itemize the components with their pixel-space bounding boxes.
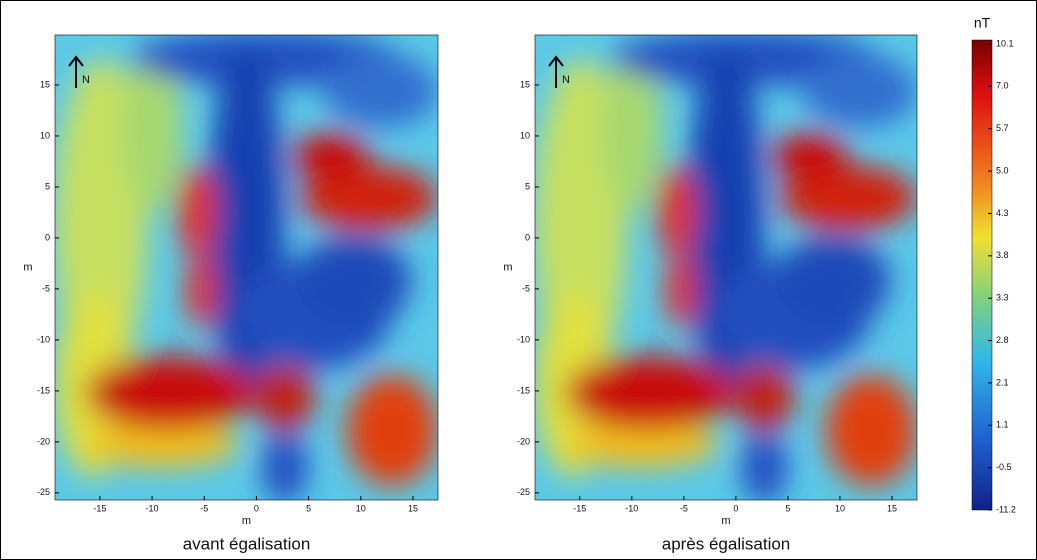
y-tick-label: 10	[520, 130, 530, 140]
x-tick-label: 15	[408, 503, 418, 513]
caption: avant égalisation	[183, 534, 311, 553]
colorbar-tick-label: 1.1	[996, 420, 1009, 430]
x-tick-label: -10	[146, 503, 159, 513]
y-tick-label: -10	[37, 334, 50, 344]
x-tick-label: 10	[835, 503, 845, 513]
colorbar-tick-label: 2.1	[996, 377, 1009, 387]
y-tick-label: 0	[525, 232, 530, 242]
colorbar-tick-label: 5.7	[996, 123, 1009, 133]
colorbar-title: nT	[974, 15, 991, 31]
anomaly	[825, 374, 917, 487]
plot-border	[534, 34, 918, 501]
map-anomalies	[535, 35, 917, 500]
anomaly	[565, 355, 734, 431]
north-label: N	[82, 74, 90, 86]
x-axis-label: m	[721, 515, 730, 527]
y-tick-label: 15	[40, 79, 50, 89]
anomaly	[85, 355, 255, 431]
y-tick-label: -20	[37, 436, 50, 446]
y-tick-label: -25	[517, 487, 530, 497]
plot-border	[54, 34, 439, 501]
x-tick-label: -5	[200, 503, 208, 513]
anomaly	[565, 420, 719, 468]
anomaly	[261, 430, 308, 500]
x-tick-label: 5	[306, 503, 311, 513]
x-tick-label: 15	[887, 503, 897, 513]
magnetic-map	[55, 35, 438, 500]
colorbar	[971, 39, 993, 511]
y-tick-label: 10	[40, 130, 50, 140]
colorbar-tick-label: 2.8	[996, 335, 1009, 345]
anomaly	[292, 132, 370, 180]
y-tick-label: -5	[42, 283, 50, 293]
anomaly	[779, 165, 917, 231]
y-tick-label: -25	[37, 487, 50, 497]
y-tick-label: -20	[517, 436, 530, 446]
colorbar-tick-label: -0.5	[996, 462, 1012, 472]
anomaly	[771, 132, 849, 180]
y-tick-label: 5	[525, 181, 530, 191]
anomaly	[657, 165, 696, 259]
colorbar-tick-label: 7.0	[996, 81, 1009, 91]
north-arrow	[548, 55, 564, 88]
y-axis-label: m	[503, 261, 512, 273]
north-arrow	[68, 55, 84, 88]
y-tick-label: -15	[517, 385, 530, 395]
colorbar-tick-label: 5.0	[996, 165, 1009, 175]
anomaly	[599, 44, 662, 212]
north-label: N	[562, 74, 570, 86]
anomaly	[802, 53, 917, 128]
caption: après égalisation	[662, 534, 791, 553]
anomaly	[177, 165, 216, 259]
y-tick-label: 5	[45, 181, 50, 191]
colorbar-tick-label: 3.3	[996, 293, 1009, 303]
anomaly	[296, 234, 412, 328]
anomaly	[733, 365, 795, 431]
x-tick-label: -5	[680, 503, 688, 513]
y-tick-label: 15	[520, 79, 530, 89]
anomaly	[120, 44, 182, 212]
magnetic-map	[535, 35, 917, 500]
colorbar-tick-label: 10.1	[996, 38, 1014, 48]
y-tick-label: -15	[37, 385, 50, 395]
colorbar-tick-label: 4.3	[996, 208, 1009, 218]
anomaly	[664, 253, 696, 328]
y-axis-label: m	[23, 261, 32, 273]
x-tick-label: -15	[93, 503, 106, 513]
anomaly	[85, 420, 239, 468]
x-tick-label: 10	[356, 503, 366, 513]
anomaly	[254, 365, 316, 431]
x-axis-label: m	[242, 515, 251, 527]
x-tick-label: -15	[573, 503, 586, 513]
map-anomalies	[55, 35, 438, 500]
anomaly	[185, 253, 216, 328]
x-tick-label: 5	[785, 503, 790, 513]
y-tick-label: 0	[45, 232, 50, 242]
x-tick-label: -10	[625, 503, 638, 513]
colorbar-tick-label: -11.2	[996, 504, 1016, 514]
anomaly	[775, 234, 891, 328]
x-tick-label: 0	[733, 503, 738, 513]
y-tick-label: -5	[522, 283, 530, 293]
anomaly	[741, 430, 788, 500]
y-tick-label: -10	[517, 334, 530, 344]
anomaly	[300, 165, 438, 231]
x-tick-label: 0	[254, 503, 259, 513]
colorbar-tick-label: 3.8	[996, 250, 1009, 260]
anomaly	[323, 53, 438, 128]
anomaly	[346, 374, 438, 487]
